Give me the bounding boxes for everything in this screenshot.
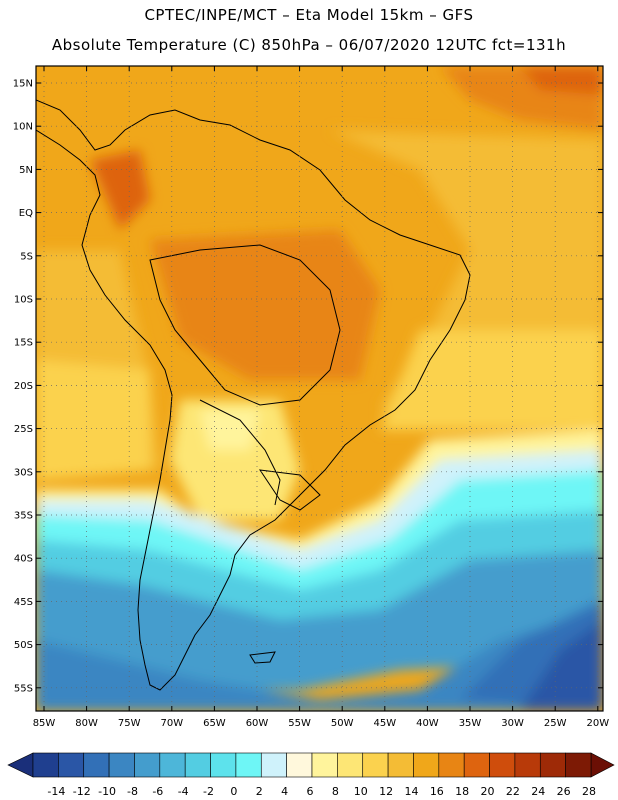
colorbar-label: -4 xyxy=(178,785,189,798)
colorbar-swatch xyxy=(184,752,211,778)
colorbar-swatch xyxy=(210,752,237,778)
coastlines xyxy=(36,99,471,691)
lat-label: 5S xyxy=(20,251,33,262)
lat-label: 55S xyxy=(14,683,33,694)
colorbar-label: -14 xyxy=(47,785,65,798)
longitude-labels: 85W 80W 75W 70W 65W 60W 55W 50W 45W 40W 35W 30W 25W 2… xyxy=(33,66,609,729)
colorbar-swatch xyxy=(565,752,592,778)
colorbar-swatch xyxy=(260,752,287,778)
colorbar-label: -6 xyxy=(152,785,163,798)
colorbar-swatch xyxy=(337,752,364,778)
colorbar-label: 16 xyxy=(430,785,444,798)
colorbar-swatch xyxy=(159,752,186,778)
colorbar-swatch xyxy=(58,752,85,778)
colorbar-label: 26 xyxy=(557,785,571,798)
colorbar-swatch xyxy=(134,752,161,778)
colorbar-swatch xyxy=(286,752,313,778)
lon-label: 85W xyxy=(33,718,56,729)
lat-label: 10S xyxy=(14,295,33,306)
colorbar-swatch xyxy=(32,752,59,778)
lon-label: 30W xyxy=(501,718,524,729)
colorbar-label: 2 xyxy=(256,785,263,798)
colorbar-swatch xyxy=(438,752,465,778)
colorbar-label: -8 xyxy=(127,785,138,798)
colorbar-swatch xyxy=(235,752,262,778)
colorbar-label: 6 xyxy=(307,785,314,798)
colorbar-swatch xyxy=(514,752,541,778)
colorbar-low-arrow xyxy=(7,752,34,778)
title-line-2: Absolute Temperature (C) 850hPa – 06/07/… xyxy=(51,36,567,54)
colorbar-swatch xyxy=(489,752,516,778)
colorbar-swatch xyxy=(539,752,566,778)
map-frame xyxy=(35,65,604,712)
colorbar-label: 4 xyxy=(281,785,288,798)
colorbar-swatch xyxy=(387,752,414,778)
colorbar-label: 0 xyxy=(230,785,237,798)
lon-label: 65W xyxy=(203,718,226,729)
colorbar-swatch xyxy=(413,752,440,778)
lon-label: 20W xyxy=(586,718,609,729)
lon-label: 35W xyxy=(459,718,482,729)
colorbar-label: -12 xyxy=(73,785,91,798)
colorbar-label: 28 xyxy=(582,785,596,798)
lon-label: 50W xyxy=(331,718,354,729)
lon-label: 70W xyxy=(160,718,183,729)
lat-label: 5N xyxy=(19,165,33,176)
colorbar: -14 -12 -10 -8 -6 -4 -2 0 2 4 6 8 10 12 14 16 18 20 22 24 26… xyxy=(7,752,615,798)
title-line-1: CPTEC/INPE/MCT – Eta Model 15km – GFS xyxy=(144,6,474,24)
colorbar-label: 18 xyxy=(455,785,469,798)
colorbar-label: 22 xyxy=(506,785,520,798)
temperature-field xyxy=(36,66,603,711)
colorbar-label: 14 xyxy=(404,785,418,798)
lon-label: 45W xyxy=(373,718,396,729)
lat-label: 15N xyxy=(13,79,33,90)
lat-label: 50S xyxy=(14,640,33,651)
lat-label: 30S xyxy=(14,467,33,478)
lon-label: 60W xyxy=(246,718,269,729)
lon-label: 55W xyxy=(288,718,311,729)
lat-label: 25S xyxy=(14,424,33,435)
colorbar-swatch xyxy=(463,752,490,778)
lon-label: 75W xyxy=(118,718,141,729)
colorbar-high-arrow xyxy=(590,752,615,778)
colorbar-label: 12 xyxy=(379,785,393,798)
lat-label: 20S xyxy=(14,381,33,392)
latitude-labels: 15N 10N 5N EQ 5S 10S 15S 20S 25S 30S 35S 40S 45S 50S 5… xyxy=(13,79,603,694)
colorbar-label: -2 xyxy=(203,785,214,798)
colorbar-swatch xyxy=(362,752,389,778)
lon-label: 25W xyxy=(544,718,567,729)
colorbar-label: 20 xyxy=(481,785,495,798)
colorbar-swatch xyxy=(311,752,338,778)
colorbar-swatch xyxy=(108,752,135,778)
colorbar-label: -10 xyxy=(98,785,116,798)
lat-label: 35S xyxy=(14,511,33,522)
lat-label: 15S xyxy=(14,338,33,349)
lat-label: 45S xyxy=(14,597,33,608)
colorbar-swatch xyxy=(83,752,110,778)
colorbar-label: 24 xyxy=(531,785,545,798)
lat-label: EQ xyxy=(19,208,33,219)
colorbar-label: 8 xyxy=(332,785,339,798)
lat-label: 40S xyxy=(14,554,33,565)
lat-label: 10N xyxy=(13,122,33,133)
colorbar-label: 10 xyxy=(354,785,368,798)
lon-label: 80W xyxy=(75,718,98,729)
lon-label: 40W xyxy=(416,718,439,729)
